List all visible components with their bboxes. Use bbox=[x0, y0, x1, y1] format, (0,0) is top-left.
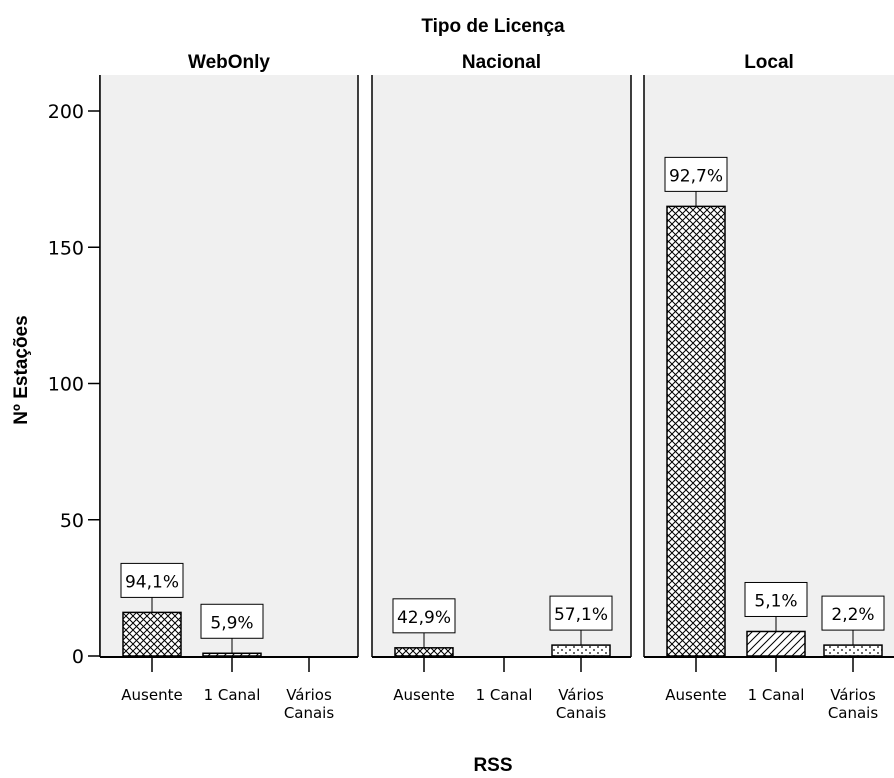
y-axis-title: Nº Estações bbox=[11, 315, 32, 424]
y-tick-label: 150 bbox=[48, 237, 84, 259]
panel-title: Nacional bbox=[462, 52, 541, 73]
data-label: 42,9% bbox=[397, 608, 451, 628]
category-label: 1 Canal bbox=[748, 686, 805, 704]
panel-title: Local bbox=[744, 52, 794, 73]
category-label: 1 Canal bbox=[204, 686, 261, 704]
panel-title: WebOnly bbox=[188, 52, 270, 73]
panel-background bbox=[372, 75, 631, 657]
panel-background bbox=[100, 75, 358, 657]
y-tick-label: 200 bbox=[48, 101, 84, 123]
data-label-box bbox=[744, 581, 808, 617]
category-label: 1 Canal bbox=[476, 686, 533, 704]
data-label: 57,1% bbox=[554, 605, 608, 625]
data-label-box bbox=[200, 603, 264, 639]
category-label: Ausente bbox=[393, 686, 454, 704]
panel-webonly: WebOnly Ausente 94,1% 1 Canal 5,9% Vários Cana… bbox=[99, 52, 359, 722]
x-axis-title: RSS bbox=[473, 755, 512, 776]
data-label-box bbox=[120, 562, 184, 598]
data-label-box bbox=[549, 595, 613, 631]
category-label: Vários Canais bbox=[284, 686, 335, 722]
bar-webonly-0 bbox=[122, 611, 182, 657]
y-tick-label: 0 bbox=[72, 646, 84, 668]
data-label: 5,9% bbox=[210, 613, 253, 633]
bar-nacional-0 bbox=[394, 647, 454, 657]
data-label-box bbox=[664, 156, 728, 192]
data-label: 2,2% bbox=[831, 605, 874, 625]
y-tick-label: 50 bbox=[60, 510, 84, 532]
category-label: Ausente bbox=[665, 686, 726, 704]
chart-title: Tipo de Licença bbox=[421, 16, 565, 37]
category-label: Vários Canais bbox=[828, 686, 879, 722]
y-tick-label: 100 bbox=[48, 374, 84, 396]
data-label: 94,1% bbox=[125, 572, 179, 592]
category-label: Ausente bbox=[121, 686, 182, 704]
y-axis: 0 50 100 150 200 bbox=[48, 75, 101, 668]
category-label: Vários Canais bbox=[556, 686, 607, 722]
panel-nacional: Nacional Ausente 42,9% 1 Canal Vários Canais 5… bbox=[371, 52, 632, 722]
bar-local-0 bbox=[666, 205, 726, 657]
bar-local-2 bbox=[823, 644, 883, 657]
data-label-box bbox=[821, 595, 885, 631]
panels: WebOnly Ausente 94,1% 1 Canal 5,9% Vários Cana… bbox=[99, 52, 894, 722]
data-label: 5,1% bbox=[754, 591, 797, 611]
bar-local-1 bbox=[746, 630, 806, 657]
data-label: 92,7% bbox=[669, 166, 723, 186]
panel-local: Local Ausente 92,7% 1 Canal 5,1% Vários Canais… bbox=[643, 52, 894, 722]
bar-webonly-1 bbox=[202, 652, 262, 657]
bar-nacional-2 bbox=[551, 644, 611, 657]
data-label-box bbox=[392, 598, 456, 634]
